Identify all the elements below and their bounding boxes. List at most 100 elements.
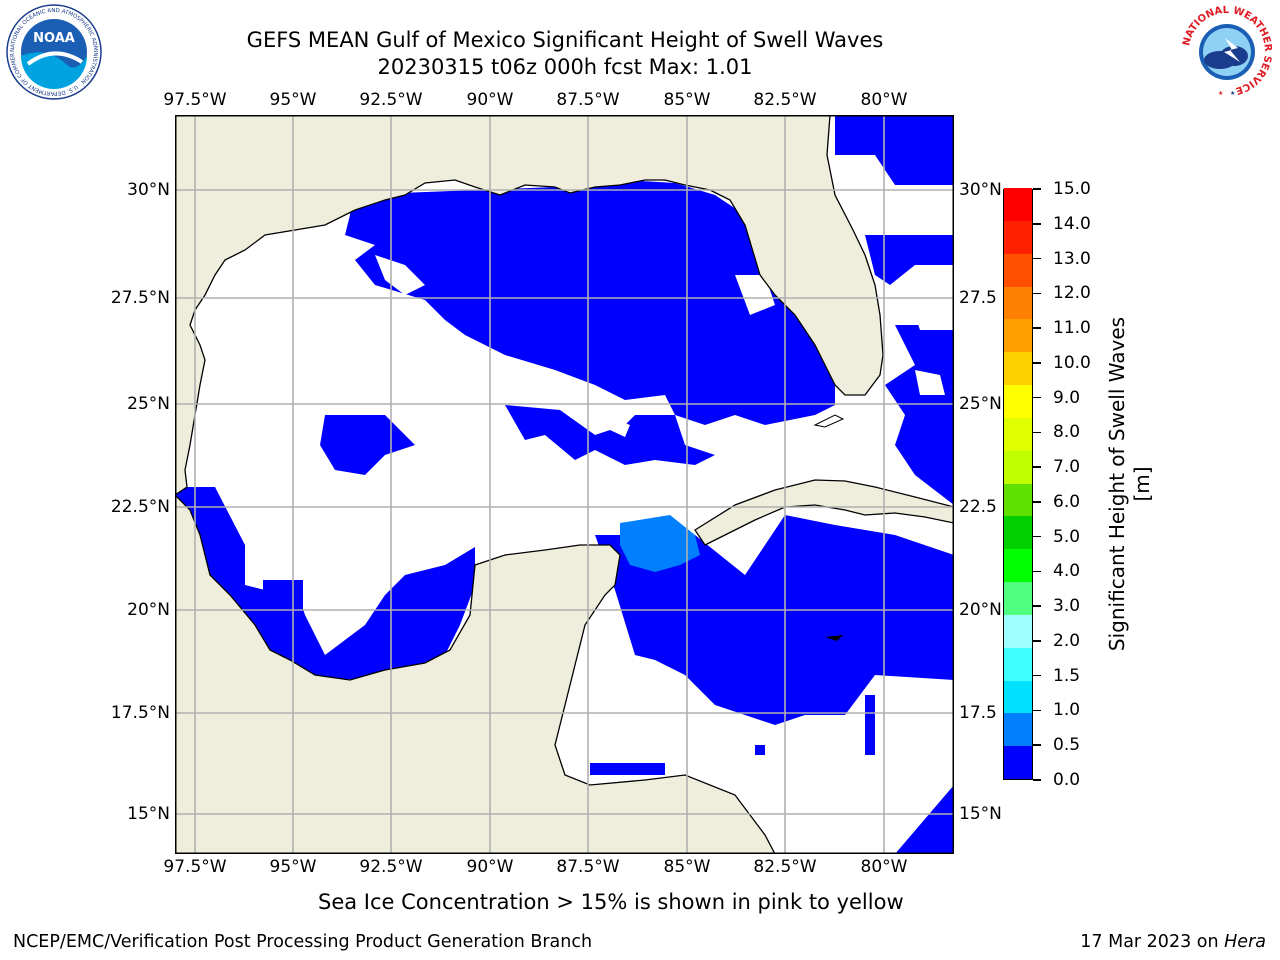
colorbar-tick-label: 11.0 (1053, 318, 1091, 339)
colorbar-tick-mark (1033, 466, 1041, 468)
colorbar-tick-label: 5.0 (1053, 526, 1081, 547)
colorbar-segment (1004, 450, 1032, 484)
lon-tick-bottom: 90°W (466, 857, 514, 877)
colorbar-tick-label: 9.0 (1053, 387, 1081, 408)
map-svg (175, 115, 954, 854)
lat-tick-right: 30°N (959, 180, 1002, 200)
lat-tick-left: 22.5°N (110, 497, 170, 517)
nws-logo: NATIONAL WEATHER SERVICE ★ ★ (1178, 2, 1276, 100)
lat-tick-left: 25°N (127, 394, 170, 414)
colorbar-tick-mark (1033, 257, 1041, 260)
colorbar-tick-label: 3.0 (1053, 596, 1081, 617)
colorbar-segment (1004, 680, 1032, 714)
swell-field-gaps (375, 255, 954, 437)
colorbar-tick-mark (1033, 709, 1041, 712)
land-mexico-central-america (175, 494, 776, 854)
svg-text:★: ★ (1230, 90, 1235, 97)
colorbar-tick-mark (1033, 396, 1041, 399)
lat-tick-right: 25°N (959, 394, 1002, 414)
colorbar-segment (1004, 417, 1032, 451)
lat-tick-right: 22.5 (959, 497, 997, 517)
chart-title: GEFS MEAN Gulf of Mexico Significant Hei… (246, 28, 884, 52)
colorbar-tick-label: 8.0 (1053, 422, 1081, 443)
colorbar-tick-mark (1033, 674, 1041, 677)
footer-date-text: 17 Mar 2023 on (1080, 932, 1225, 952)
colorbar-segment (1004, 286, 1032, 320)
colorbar-segment (1004, 515, 1032, 550)
noaa-logo: NATIONAL OCEANIC AND ATMOSPHERIC ADMINIS… (4, 0, 102, 100)
colorbar-tick-label: 12.0 (1053, 283, 1091, 304)
lon-tick-top: 97.5°W (163, 90, 227, 110)
colorbar-segment (1004, 647, 1032, 681)
colorbar-tick-mark (1033, 327, 1041, 329)
map-gridlines (175, 115, 954, 854)
lon-tick-top: 85°W (663, 90, 711, 110)
footer-host: Hera (1224, 932, 1266, 952)
colorbar-tick-mark (1033, 570, 1041, 573)
colorbar-segment (1004, 351, 1032, 385)
colorbar-tick-label: 1.0 (1053, 700, 1081, 721)
colorbar-tick-label: 0.5 (1053, 735, 1081, 756)
colorbar-segment (1004, 483, 1032, 517)
swell-field-mid (620, 515, 700, 572)
chart-subtitle: 20230315 t06z 000h fcst Max: 1.01 (377, 55, 753, 79)
colorbar-label: Significant Height of Swell Waves [m] (1105, 316, 1154, 652)
lon-tick-bottom: 85°W (663, 857, 711, 877)
colorbar (1003, 187, 1033, 780)
lon-tick-bottom: 82.5°W (753, 857, 817, 877)
colorbar-tick-mark (1033, 223, 1041, 225)
colorbar-segment (1004, 318, 1032, 353)
lon-tick-top: 92.5°W (359, 90, 423, 110)
colorbar-tick-mark (1033, 779, 1041, 781)
colorbar-segment (1004, 253, 1032, 287)
lat-tick-right: 17.5 (959, 703, 997, 723)
lon-tick-bottom: 80°W (860, 857, 908, 877)
footer-credit: NCEP/EMC/Verification Post Processing Pr… (13, 932, 593, 952)
colorbar-segment (1004, 581, 1032, 615)
colorbar-tick-mark (1033, 605, 1041, 607)
lon-tick-top: 87.5°W (556, 90, 620, 110)
lon-tick-bottom: 95°W (269, 857, 317, 877)
colorbar-tick-label: 15.0 (1053, 179, 1091, 199)
land-cuba (694, 479, 954, 546)
lat-tick-right: 15°N (959, 804, 1002, 824)
colorbar-segment (1004, 384, 1032, 418)
colorbar-tick-label: 1.5 (1053, 665, 1081, 686)
svg-text:NOAA: NOAA (33, 31, 75, 46)
colorbar-tick-mark (1033, 640, 1041, 642)
colorbar-segment (1004, 220, 1032, 254)
colorbar-tick-mark (1033, 292, 1041, 295)
map-frame (175, 115, 954, 854)
colorbar-segment (1004, 614, 1032, 648)
colorbar-segment (1004, 712, 1032, 747)
colorbar-tick-label: 10.0 (1053, 352, 1091, 373)
lon-tick-top: 95°W (269, 90, 317, 110)
colorbar-segment (1004, 548, 1032, 582)
colorbar-tick-mark (1033, 362, 1041, 364)
lon-tick-bottom: 97.5°W (163, 857, 227, 877)
colorbar-tick-label: 0.0 (1053, 770, 1081, 790)
lon-tick-top: 80°W (860, 90, 908, 110)
footer-date: 17 Mar 2023 on Hera (1080, 932, 1266, 952)
colorbar-tick-mark (1033, 188, 1041, 190)
lon-tick-top: 90°W (466, 90, 514, 110)
colorbar-tick-mark (1033, 535, 1041, 538)
colorbar-tick-mark (1033, 431, 1041, 434)
sea-ice-note: Sea Ice Concentration > 15% is shown in … (318, 890, 904, 914)
lat-tick-left: 30°N (127, 180, 170, 200)
colorbar-tick-label: 2.0 (1053, 630, 1081, 651)
colorbar-tick-label: 4.0 (1053, 561, 1081, 582)
colorbar-tick-mark (1033, 501, 1041, 503)
island-cayman (825, 635, 843, 641)
lat-tick-left: 17.5°N (110, 703, 170, 723)
lat-tick-left: 15°N (127, 804, 170, 824)
island-keys (813, 414, 845, 428)
colorbar-segment (1004, 745, 1032, 779)
colorbar-tick-label: 6.0 (1053, 491, 1081, 512)
colorbar-tick-label: 13.0 (1053, 248, 1091, 269)
colorbar-tick-label: 7.0 (1053, 457, 1081, 478)
colorbar-tick-label: 14.0 (1053, 213, 1091, 234)
colorbar-tick-mark (1033, 744, 1041, 746)
map-panel (175, 115, 954, 854)
lat-tick-right: 27.5 (959, 288, 997, 308)
